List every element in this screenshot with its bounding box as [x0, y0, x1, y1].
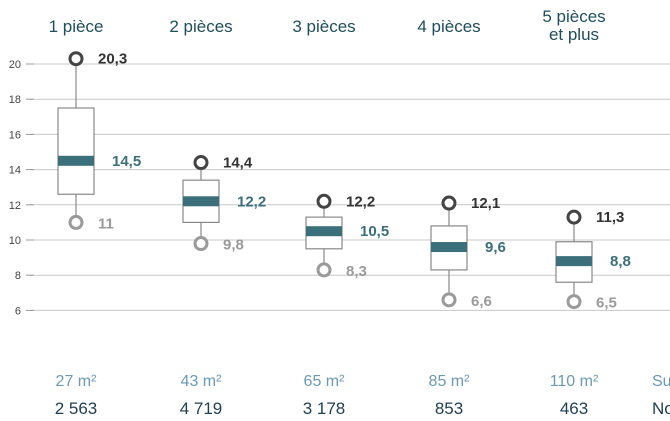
surface-row-label: Su	[652, 373, 670, 390]
low-marker	[441, 292, 457, 308]
y-tick-label: 20	[9, 59, 21, 71]
high-value-label: 12,2	[346, 193, 375, 210]
y-tick-label: 12	[9, 200, 21, 212]
category-label-line: 1 pièce	[49, 17, 104, 36]
surface-label: 110 m²	[550, 373, 599, 390]
y-tick-label: 14	[9, 165, 21, 177]
high-value-label: 14,4	[223, 155, 253, 172]
high-marker	[193, 155, 209, 171]
surface-label: 85 m²	[429, 373, 471, 390]
high-marker	[316, 193, 332, 209]
low-value-label: 8,3	[346, 263, 367, 280]
median-bar	[556, 256, 592, 267]
iqr-box	[57, 107, 95, 195]
category-label-line: et plus	[549, 25, 599, 44]
median-value-label: 12,2	[237, 193, 266, 210]
count-label: 853	[435, 399, 463, 418]
category-label-line: 4 pièces	[417, 17, 480, 36]
y-tick-label: 10	[9, 235, 21, 247]
high-marker	[441, 195, 457, 211]
category-label: 5 pièces et plus	[542, 7, 605, 44]
low-marker	[193, 236, 209, 252]
median-bar	[306, 226, 342, 237]
y-tick-label: 8	[15, 270, 21, 282]
category-label: 4 pièces	[417, 17, 480, 36]
high-value-label: 12,1	[471, 195, 500, 212]
category-label-line: 5 pièces	[542, 7, 605, 26]
y-tick-label: 6	[15, 305, 21, 317]
high-marker	[566, 209, 582, 225]
count-label: 2 563	[55, 399, 98, 418]
median-value-label: 9,6	[485, 239, 506, 256]
count-row-label: No	[652, 399, 670, 418]
count-label: 463	[560, 399, 588, 418]
median-bar	[431, 242, 467, 253]
low-marker	[316, 262, 332, 278]
count-label: 4 719	[180, 399, 223, 418]
low-value-label: 6,6	[471, 293, 492, 310]
low-value-label: 11	[98, 215, 114, 232]
low-marker	[68, 214, 84, 230]
y-tick-label: 18	[9, 94, 21, 106]
category-label: 2 pièces	[169, 17, 232, 36]
median-bar	[58, 155, 94, 166]
surface-label: 27 m²	[56, 373, 98, 390]
median-value-label: 10,5	[360, 223, 389, 240]
surface-label: 65 m²	[304, 373, 346, 390]
high-marker	[68, 51, 84, 67]
high-value-label: 11,3	[596, 209, 624, 226]
median-value-label: 8,8	[610, 253, 631, 270]
median-value-label: 14,5	[112, 153, 141, 170]
category-label: 1 pièce	[49, 17, 104, 36]
category-label-line: 3 pièces	[292, 17, 355, 36]
surface-label: 43 m²	[181, 373, 223, 390]
high-value-label: 20,3	[98, 51, 127, 68]
low-value-label: 9,8	[223, 237, 244, 254]
median-bar	[183, 196, 219, 207]
low-marker	[566, 294, 582, 310]
low-value-label: 6,5	[596, 295, 617, 312]
category-label: 3 pièces	[292, 17, 355, 36]
category-label-line: 2 pièces	[169, 17, 232, 36]
count-label: 3 178	[303, 399, 346, 418]
y-tick-label: 16	[9, 129, 21, 141]
